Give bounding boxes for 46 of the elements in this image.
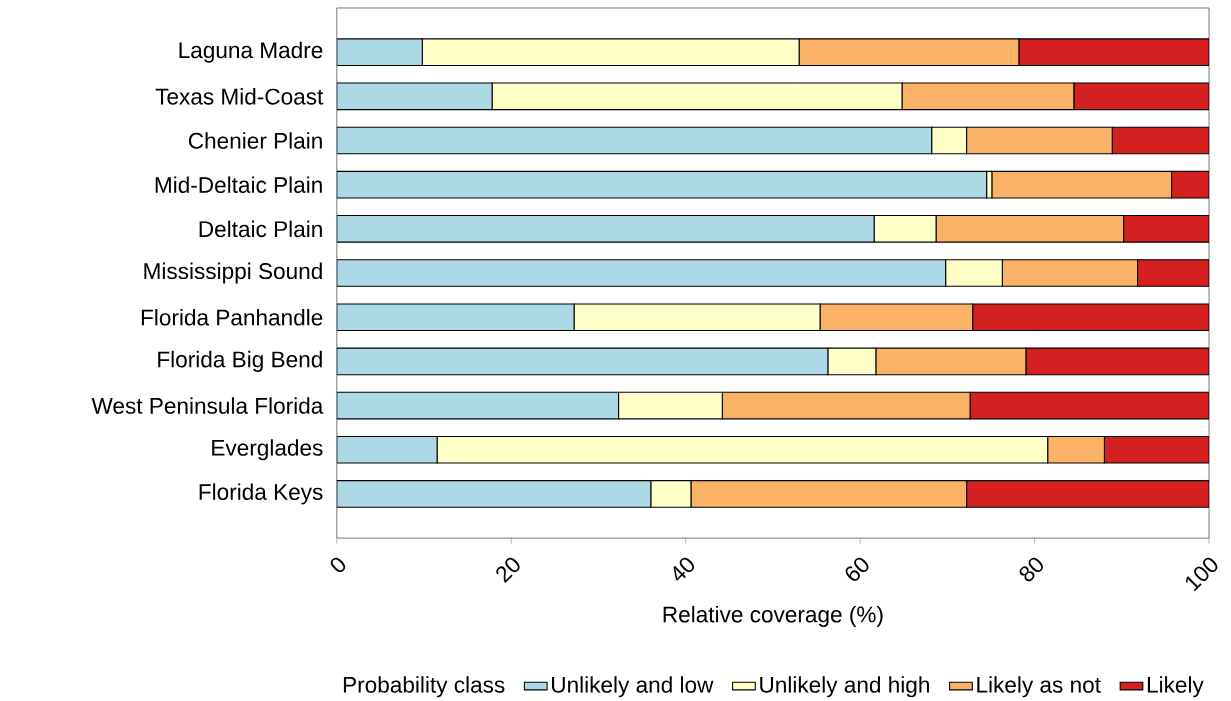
x-tick-label: 80 (1019, 557, 1043, 582)
y-tick-label: Chenier Plain (188, 132, 322, 149)
y-tick-label: West Peninsula Florida (91, 397, 324, 414)
y-tick-label: Texas Mid-Coast (155, 87, 324, 105)
bar (991, 170, 1173, 199)
bar (336, 479, 652, 508)
y-tick-label: Laguna Madre (179, 41, 323, 63)
x-tick-label: 0 (330, 557, 346, 572)
bar (1018, 38, 1210, 66)
bar (336, 435, 438, 464)
bar (966, 479, 1210, 508)
bar (336, 214, 875, 243)
bar (336, 391, 620, 420)
y-tick-label: Florida Keys (199, 483, 323, 505)
legend-label: Likely as not (977, 676, 1101, 698)
bar (1137, 259, 1210, 287)
bar (336, 82, 493, 111)
x-axis-title: Relative coverage (%) (663, 605, 883, 627)
bar (1171, 170, 1210, 199)
bar (336, 38, 423, 66)
legend-title: Probability class (343, 676, 505, 698)
bar (336, 259, 947, 287)
legend-label: Unlikely and low (552, 676, 714, 698)
y-tick-label: Mid-Deltaic Plain (155, 176, 322, 193)
bar (1123, 214, 1210, 243)
bar (336, 347, 829, 376)
x-tick-label: 60 (845, 557, 869, 581)
bar (336, 170, 988, 199)
bar (1073, 82, 1210, 111)
y-tick-label: Mississippi Sound (144, 262, 322, 284)
y-tick-label: Everglades (212, 439, 323, 461)
bar (336, 126, 933, 155)
x-tick-label: 40 (673, 557, 695, 581)
legend-label: Likely (1147, 676, 1204, 698)
x-tick-label: 20 (496, 557, 520, 583)
y-tick-label: Florida Panhandle (141, 308, 323, 326)
y-tick-label: Deltaic Plain (199, 220, 322, 238)
bar (1025, 347, 1210, 376)
bar (1103, 435, 1210, 464)
x-tick-label: 100 (1185, 557, 1218, 592)
bar (1111, 126, 1210, 155)
legend-label: Unlikely and high (760, 676, 929, 698)
bar (336, 303, 575, 331)
y-tick-label: Florida Big Bend (158, 350, 322, 372)
bar (972, 303, 1210, 331)
bar (969, 391, 1210, 420)
